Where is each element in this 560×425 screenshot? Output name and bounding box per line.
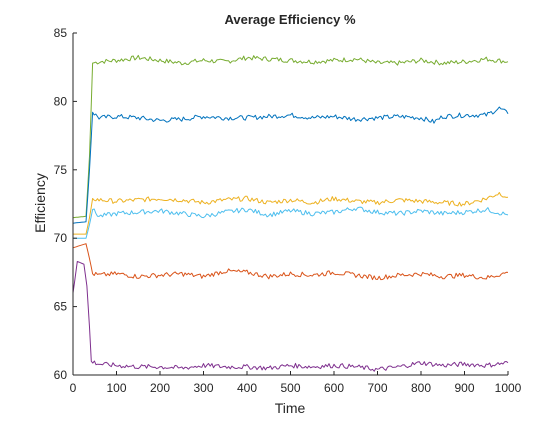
series-group (72, 54, 509, 372)
x-tick-label: 500 (280, 381, 300, 395)
x-tick-label: 1000 (495, 381, 522, 395)
x-tick-label: 700 (367, 381, 387, 395)
y-tick-label: 65 (54, 300, 68, 314)
y-axis-label: Efficiency (32, 173, 48, 233)
x-tick-label: 400 (237, 381, 257, 395)
axes (72, 33, 508, 376)
series-line-2 (72, 106, 509, 224)
series-line-1 (72, 54, 509, 219)
x-tick-label: 300 (193, 381, 213, 395)
series-line-3 (73, 192, 509, 235)
y-axis-ticks: 60 65 70 75 80 85 (54, 26, 77, 382)
y-tick-label: 70 (54, 231, 68, 245)
x-tick-label: 900 (454, 381, 474, 395)
x-axis-ticks: 0 100 200 300 400 500 600 700 800 900 1000 (70, 371, 522, 395)
y-tick-label: 85 (54, 26, 68, 40)
x-tick-label: 200 (150, 381, 170, 395)
x-axis-label: Time (275, 400, 306, 416)
x-tick-label: 600 (324, 381, 344, 395)
series-line-5 (72, 243, 509, 281)
y-tick-label: 80 (54, 94, 68, 108)
x-tick-label: 0 (70, 381, 77, 395)
y-tick-label: 75 (54, 163, 68, 177)
x-tick-label: 800 (411, 381, 431, 395)
series-line-4 (73, 206, 509, 239)
chart-title: Average Efficiency % (224, 12, 355, 27)
x-tick-label: 100 (106, 381, 126, 395)
y-tick-label: 60 (54, 368, 68, 382)
series-line-6 (72, 261, 509, 372)
